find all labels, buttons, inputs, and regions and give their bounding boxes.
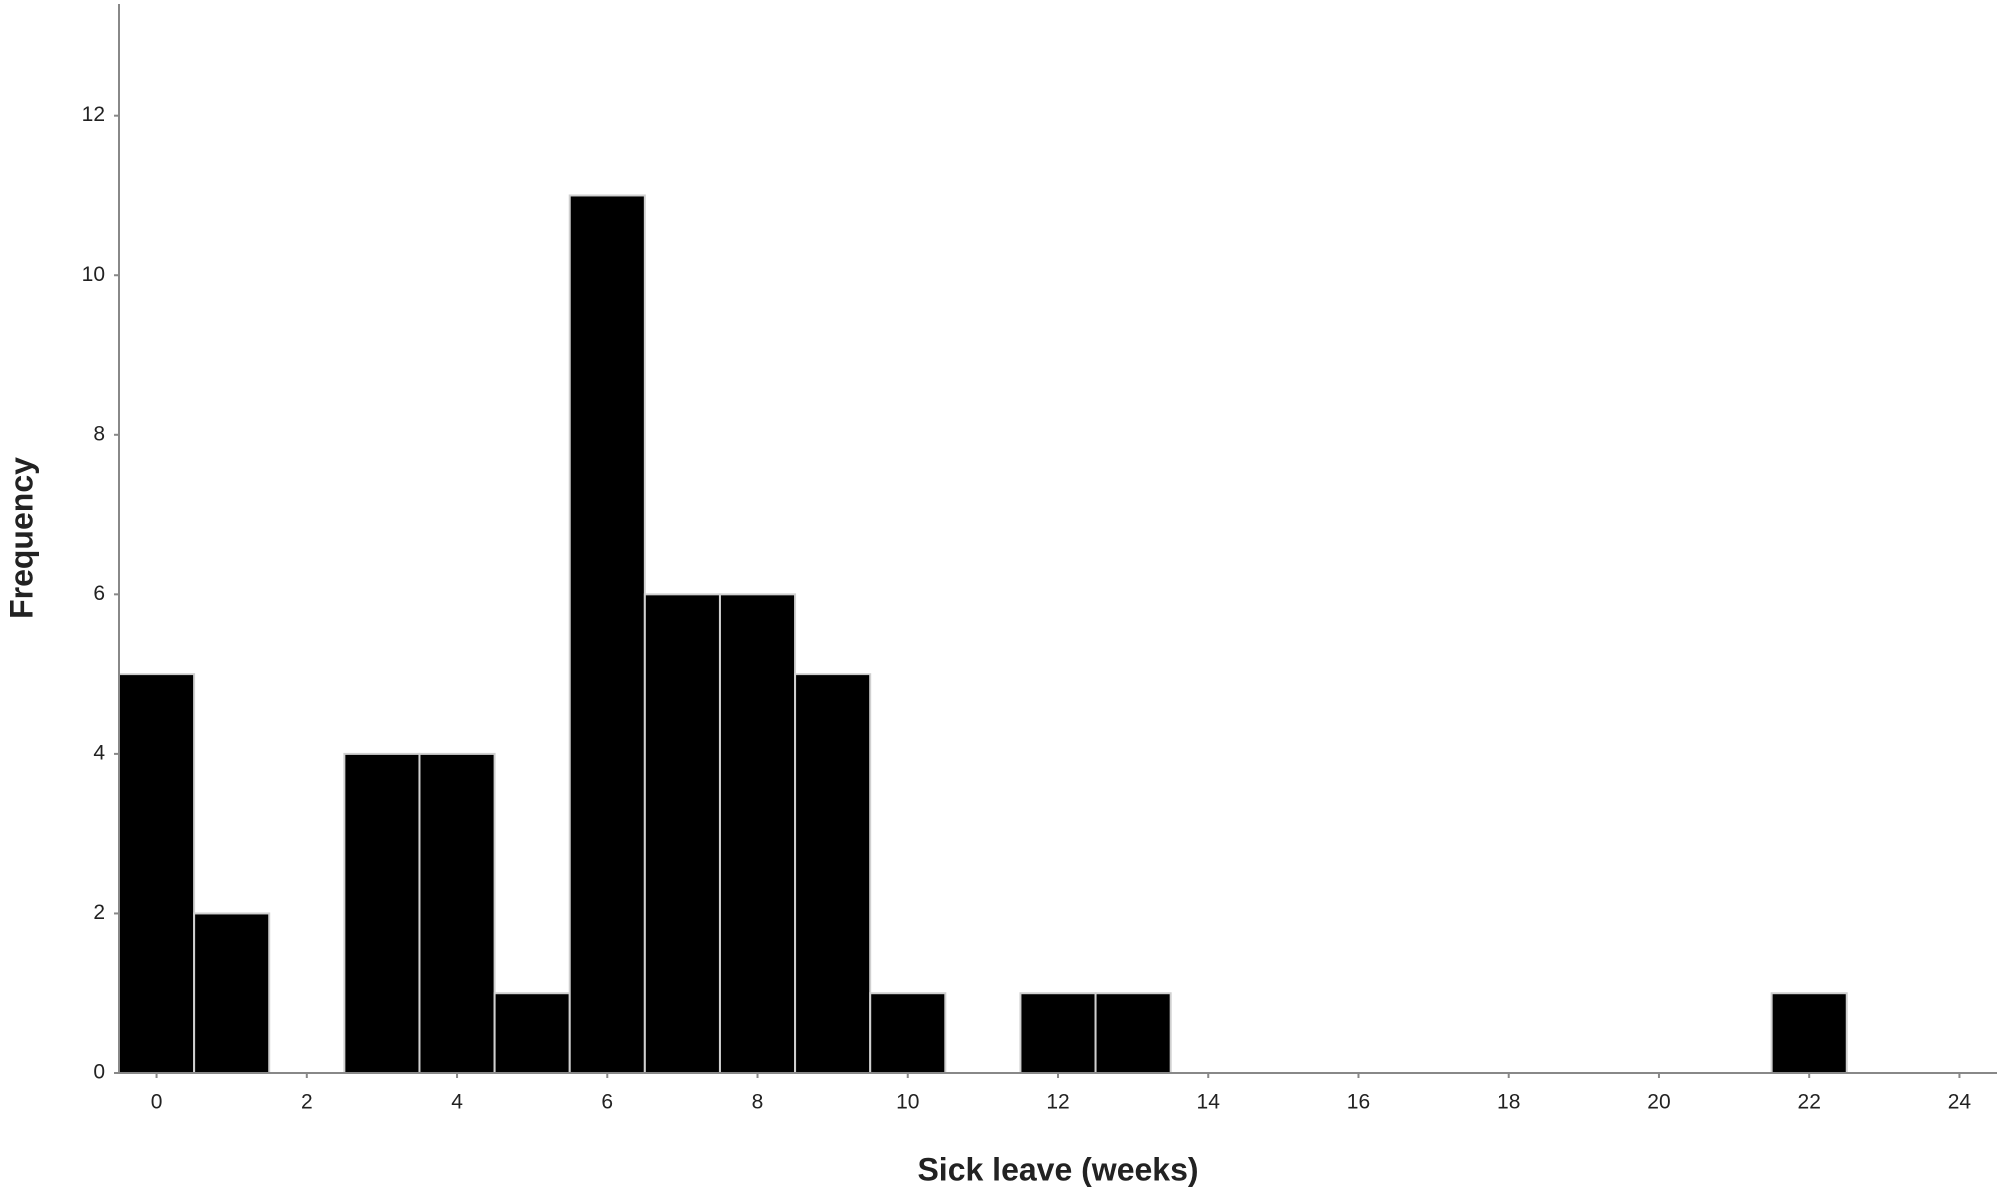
x-axis-title: Sick leave (weeks) [917, 1151, 1198, 1187]
y-tick-label: 12 [82, 103, 105, 126]
bar [118, 673, 196, 1074]
y-tick-label: 4 [93, 741, 105, 764]
bar [568, 194, 646, 1074]
y-tick-label: 8 [93, 422, 105, 445]
x-tick-label: 4 [451, 1091, 463, 1114]
y-tick-label: 2 [93, 901, 105, 924]
bar [794, 673, 872, 1074]
y-tick-label: 10 [82, 263, 105, 286]
x-tick-label: 18 [1497, 1091, 1520, 1114]
y-axis-title: Frequency [3, 457, 39, 619]
x-tick-label: 22 [1798, 1091, 1821, 1114]
x-tick-label: 2 [301, 1091, 313, 1114]
x-tick-label: 14 [1197, 1091, 1221, 1114]
bar [869, 992, 947, 1074]
bar [418, 752, 496, 1074]
bar [1770, 992, 1848, 1074]
y-tick-label: 6 [93, 582, 105, 605]
x-tick-label: 6 [601, 1091, 613, 1114]
x-tick-label: 24 [1948, 1091, 1972, 1114]
bar [643, 593, 721, 1074]
bar [493, 992, 571, 1074]
bar [193, 912, 271, 1074]
x-tick-label: 8 [752, 1091, 764, 1114]
bar [718, 593, 797, 1074]
x-tick-label: 12 [1046, 1091, 1069, 1114]
x-tick-label: 16 [1347, 1091, 1370, 1114]
bar [1019, 992, 1097, 1074]
x-tick-label: 10 [896, 1091, 919, 1114]
bar [1094, 992, 1172, 1074]
x-tick-label: 20 [1647, 1091, 1670, 1114]
y-tick-label: 0 [93, 1061, 105, 1084]
x-tick-label: 0 [151, 1091, 163, 1114]
bar [343, 752, 421, 1074]
